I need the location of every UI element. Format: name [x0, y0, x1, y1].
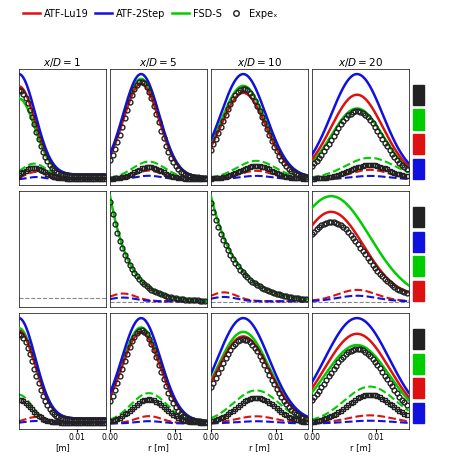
X-axis label: r [m]: r [m]: [249, 444, 270, 453]
Bar: [413, 134, 424, 155]
Title: $x/D = 10$: $x/D = 10$: [237, 56, 282, 69]
Bar: [413, 329, 424, 349]
Bar: [413, 256, 424, 276]
Bar: [413, 109, 424, 130]
Bar: [413, 281, 424, 301]
Bar: [413, 85, 424, 105]
Bar: [413, 231, 424, 252]
Bar: [413, 159, 424, 179]
Bar: [413, 378, 424, 399]
X-axis label: r [m]: r [m]: [148, 444, 169, 453]
X-axis label: r [m]: r [m]: [350, 444, 371, 453]
Title: $x/D = 5$: $x/D = 5$: [139, 56, 178, 69]
Bar: [413, 207, 424, 227]
Bar: [413, 403, 424, 423]
Bar: [413, 354, 424, 374]
Title: $x/D = 20$: $x/D = 20$: [337, 56, 383, 69]
X-axis label: [m]: [m]: [55, 444, 70, 453]
Title: $x/D = 1$: $x/D = 1$: [44, 56, 82, 69]
Legend: ATF-Lu19, ATF-2Step, FSD-S, Expeₓ: ATF-Lu19, ATF-2Step, FSD-S, Expeₓ: [19, 5, 282, 23]
